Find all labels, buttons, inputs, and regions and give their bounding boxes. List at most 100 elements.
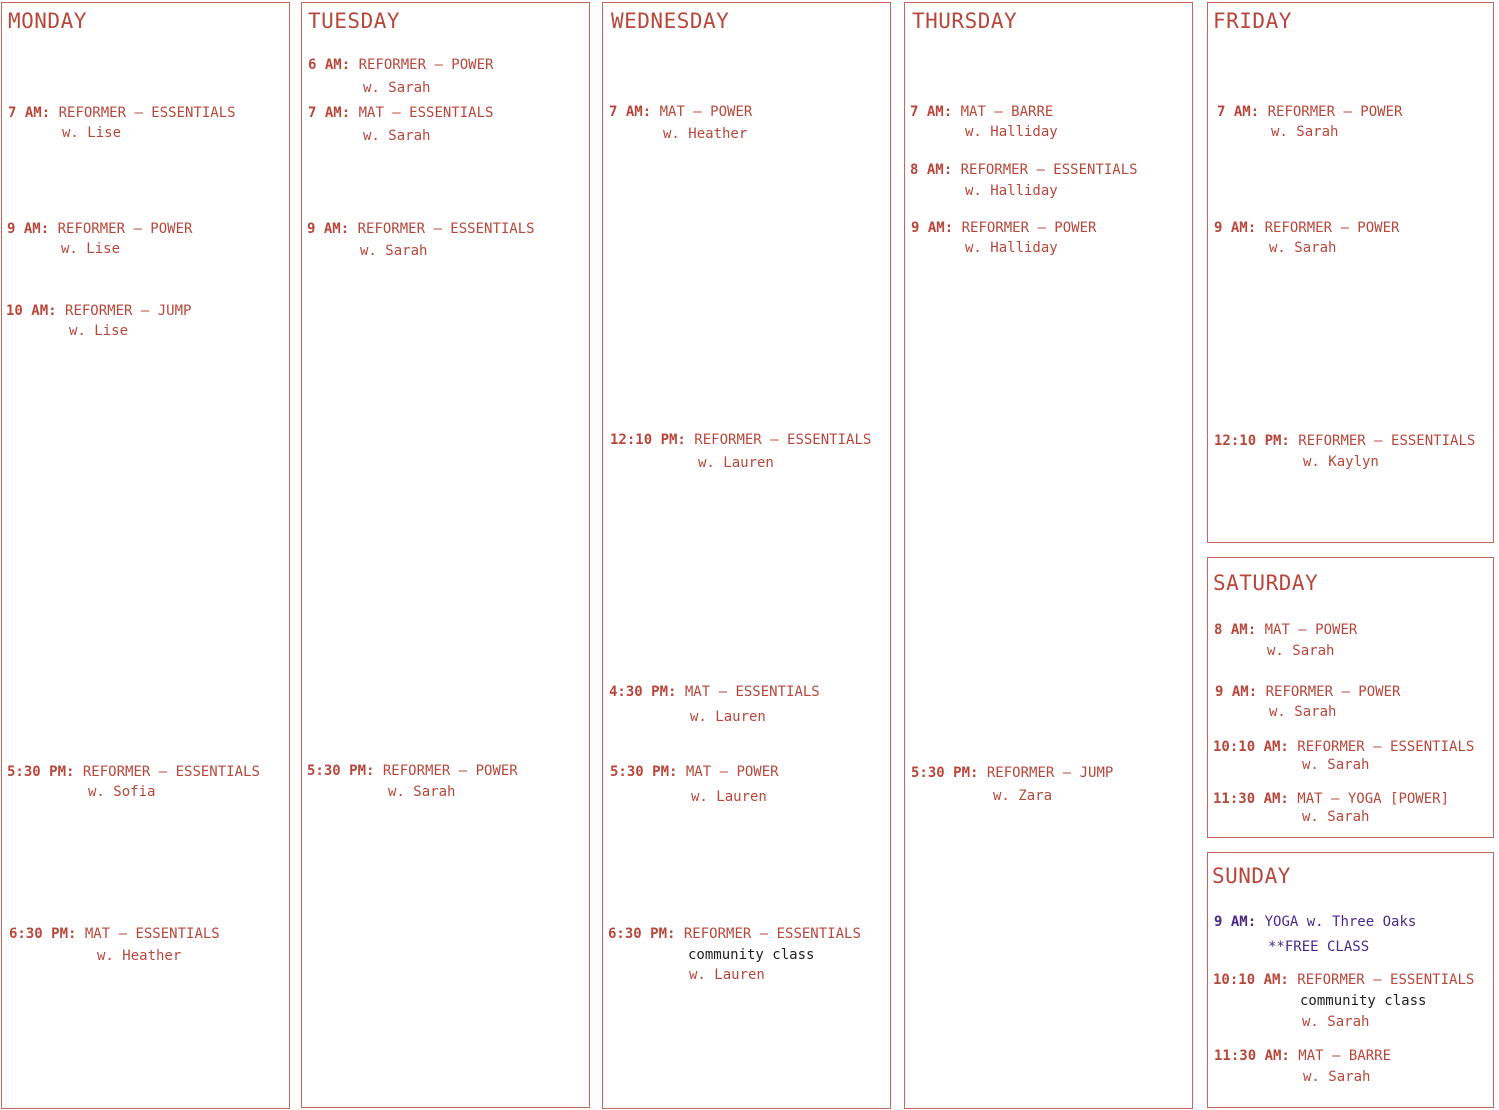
class-name: REFORMER – JUMP <box>986 765 1114 781</box>
class-entry[interactable]: 10 AM: REFORMER – JUMP w. Lise <box>6 301 191 341</box>
class-name: MAT – ESSENTIALS <box>84 926 220 942</box>
class-time: 11:30 AM: <box>1213 791 1289 807</box>
class-time: 12:10 PM: <box>1214 433 1290 449</box>
class-name: REFORMER – POWER <box>358 57 494 73</box>
class-teacher: w. Lauren <box>691 789 767 805</box>
class-name: MAT – POWER <box>685 764 779 780</box>
class-teacher: w. Sarah <box>388 784 456 800</box>
day-column-saturday: SATURDAY 8 AM: MAT – POWER w. Sarah 9 AM… <box>1207 557 1494 838</box>
class-entry[interactable]: 8 AM: REFORMER – ESSENTIALS w. Halliday <box>910 160 1138 202</box>
day-title: SUNDAY <box>1212 864 1291 888</box>
class-entry[interactable]: 12:10 PM: REFORMER – ESSENTIALS w. Kayly… <box>1214 431 1475 473</box>
class-time: 7 AM: <box>8 105 51 121</box>
class-entry[interactable]: 10:10 AM: REFORMER – ESSENTIALS communit… <box>1213 970 1474 1033</box>
class-entry[interactable]: 9 AM: REFORMER – POWER w. Sarah <box>1215 682 1400 722</box>
class-name: REFORMER – ESSENTIALS <box>357 221 535 237</box>
class-teacher: w. Heather <box>663 126 748 142</box>
class-name: REFORMER – POWER <box>1267 104 1403 120</box>
class-entry[interactable]: 11:30 AM: MAT – YOGA [POWER] w. Sarah <box>1213 790 1449 826</box>
class-time: 10:10 AM: <box>1213 739 1289 755</box>
class-entry[interactable]: 6:30 PM: MAT – ESSENTIALS w. Heather <box>9 923 220 967</box>
class-name: MAT – ESSENTIALS <box>358 105 494 121</box>
class-time: 8 AM: <box>910 162 953 178</box>
class-teacher: w. Sarah <box>1303 1069 1371 1085</box>
class-entry[interactable]: 6 AM: REFORMER – POWER w. Sarah <box>308 54 493 100</box>
class-name: REFORMER – ESSENTIALS <box>960 162 1138 178</box>
class-name: REFORMER – ESSENTIALS <box>683 926 861 942</box>
class-time: 9 AM: <box>1214 914 1257 930</box>
class-entry[interactable]: 5:30 PM: MAT – POWER w. Lauren <box>610 760 779 810</box>
class-time: 9 AM: <box>911 220 954 236</box>
class-name: MAT – YOGA [POWER] <box>1297 791 1450 807</box>
class-name: MAT – BARRE <box>1298 1048 1392 1064</box>
class-time: 9 AM: <box>1214 220 1257 236</box>
class-teacher: w. Sarah <box>1269 704 1337 720</box>
class-name: REFORMER – ESSENTIALS <box>1297 972 1475 988</box>
class-entry[interactable]: 9 AM: REFORMER – POWER w. Halliday <box>911 218 1096 258</box>
class-name: MAT – POWER <box>659 104 753 120</box>
class-entry[interactable]: 7 AM: REFORMER – ESSENTIALS w. Lise <box>8 103 236 143</box>
class-entry[interactable]: 4:30 PM: MAT – ESSENTIALS w. Lauren <box>609 680 820 730</box>
class-name: REFORMER – ESSENTIALS <box>58 105 236 121</box>
class-name: REFORMER – JUMP <box>65 303 192 319</box>
day-column-tuesday: TUESDAY 6 AM: REFORMER – POWER w. Sarah … <box>301 2 590 1108</box>
class-teacher: w. Sofia <box>88 784 156 800</box>
class-entry[interactable]: 5:30 PM: REFORMER – ESSENTIALS w. Sofia <box>7 762 260 802</box>
class-entry[interactable]: 7 AM: REFORMER – POWER w. Sarah <box>1217 102 1402 142</box>
class-entry[interactable]: 7 AM: MAT – BARRE w. Halliday <box>910 102 1058 142</box>
class-teacher: w. Lauren <box>698 455 774 471</box>
class-teacher: w. Zara <box>993 788 1053 804</box>
class-teacher: w. Sarah <box>363 128 431 144</box>
class-entry[interactable]: 12:10 PM: REFORMER – ESSENTIALS w. Laure… <box>610 429 871 475</box>
class-entry[interactable]: 9 AM: REFORMER – POWER w. Lise <box>7 219 192 259</box>
class-entry[interactable]: 9 AM: YOGA w. Three Oaks **FREE CLASS <box>1214 910 1416 960</box>
class-teacher: w. Heather <box>97 948 182 964</box>
day-column-wednesday: WEDNESDAY 7 AM: MAT – POWER w. Heather 1… <box>602 2 891 1109</box>
class-teacher: w. Lauren <box>689 967 765 983</box>
class-entry[interactable]: 5:30 PM: REFORMER – JUMP w. Zara <box>911 762 1113 808</box>
class-entry[interactable]: 7 AM: MAT – POWER w. Heather <box>609 101 752 145</box>
class-entry[interactable]: 9 AM: REFORMER – POWER w. Sarah <box>1214 218 1399 258</box>
class-time: 7 AM: <box>609 104 652 120</box>
class-teacher: w. Sarah <box>360 243 428 259</box>
class-name: REFORMER – ESSENTIALS <box>694 432 872 448</box>
class-name: REFORMER – POWER <box>57 221 193 237</box>
day-column-thursday: THURSDAY 7 AM: MAT – BARRE w. Halliday 8… <box>904 2 1193 1109</box>
class-time: 6 AM: <box>308 57 351 73</box>
day-title: FRIDAY <box>1213 9 1292 33</box>
class-entry[interactable]: 11:30 AM: MAT – BARRE w. Sarah <box>1214 1046 1391 1088</box>
class-time: 5:30 PM: <box>911 765 979 781</box>
class-name: REFORMER – ESSENTIALS <box>82 764 260 780</box>
class-entry[interactable]: 8 AM: MAT – POWER w. Sarah <box>1214 620 1357 662</box>
class-name: REFORMER – POWER <box>382 763 518 779</box>
class-teacher: w. Sarah <box>1269 240 1337 256</box>
day-title: SATURDAY <box>1213 571 1319 595</box>
class-time: 4:30 PM: <box>609 684 677 700</box>
class-teacher: w. Sarah <box>1267 643 1335 659</box>
day-column-sunday: SUNDAY 9 AM: YOGA w. Three Oaks **FREE C… <box>1207 852 1494 1108</box>
day-title: THURSDAY <box>912 9 1018 33</box>
class-entry[interactable]: 7 AM: MAT – ESSENTIALS w. Sarah <box>308 102 493 148</box>
class-teacher: w. Lise <box>69 323 129 339</box>
class-teacher: w. Sarah <box>363 80 431 96</box>
class-entry[interactable]: 5:30 PM: REFORMER – POWER w. Sarah <box>307 761 518 803</box>
class-name: MAT – ESSENTIALS <box>684 684 820 700</box>
class-teacher: w. Lise <box>61 241 121 257</box>
class-name: REFORMER – ESSENTIALS <box>1297 739 1475 755</box>
class-name: MAT – POWER <box>1264 622 1358 638</box>
class-teacher: w. Sarah <box>1271 124 1339 140</box>
class-entry[interactable]: 6:30 PM: REFORMER – ESSENTIALS community… <box>608 924 861 986</box>
class-time: 9 AM: <box>307 221 350 237</box>
class-name: REFORMER – POWER <box>961 220 1097 236</box>
class-teacher: w. Kaylyn <box>1303 454 1379 470</box>
day-title: WEDNESDAY <box>611 9 730 33</box>
class-entry[interactable]: 9 AM: REFORMER – ESSENTIALS w. Sarah <box>307 218 535 262</box>
class-name: MAT – BARRE <box>960 104 1054 120</box>
class-note: community class <box>1300 993 1427 1009</box>
class-time: 6:30 PM: <box>9 926 77 942</box>
class-entry[interactable]: 10:10 AM: REFORMER – ESSENTIALS w. Sarah <box>1213 738 1474 774</box>
class-teacher: w. Sarah <box>1302 757 1370 773</box>
day-title: TUESDAY <box>308 9 401 33</box>
class-time: 11:30 AM: <box>1214 1048 1290 1064</box>
class-teacher: w. Halliday <box>965 124 1058 140</box>
